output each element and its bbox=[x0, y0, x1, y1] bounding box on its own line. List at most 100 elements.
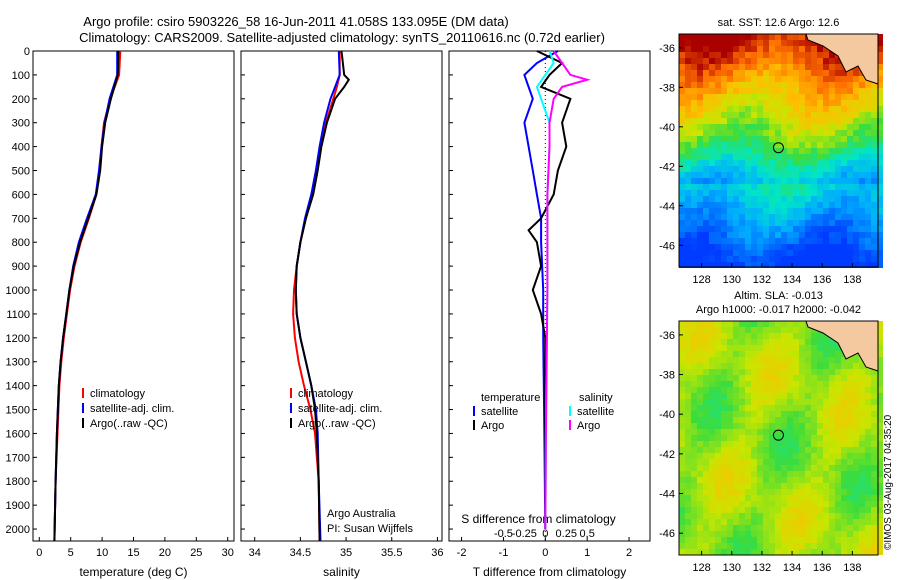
map-cell bbox=[709, 148, 715, 154]
map-cell bbox=[799, 471, 805, 477]
map-cell bbox=[811, 381, 817, 387]
map-cell bbox=[817, 513, 823, 519]
map-cell bbox=[781, 226, 787, 232]
map-cell bbox=[679, 184, 685, 190]
map-cell bbox=[679, 130, 685, 136]
map-cell bbox=[679, 393, 685, 399]
map-cell bbox=[835, 142, 841, 148]
map-cell bbox=[793, 519, 799, 525]
map-cell bbox=[745, 178, 751, 184]
map-cell bbox=[739, 393, 745, 399]
map-cell bbox=[775, 184, 781, 190]
map-cell bbox=[841, 381, 847, 387]
map-cell bbox=[829, 202, 835, 208]
x-tick-label: 130 bbox=[723, 562, 741, 574]
map-cell bbox=[805, 256, 811, 262]
map-cell bbox=[817, 160, 823, 166]
map-cell bbox=[829, 471, 835, 477]
map-cell bbox=[793, 405, 799, 411]
map-cell bbox=[691, 513, 697, 519]
map-cell bbox=[727, 423, 733, 429]
map-cell bbox=[757, 58, 763, 64]
map-cell bbox=[769, 88, 775, 94]
map-cell bbox=[739, 238, 745, 244]
map-cell bbox=[775, 507, 781, 513]
map-cell bbox=[745, 321, 751, 327]
map-cell bbox=[739, 172, 745, 178]
map-cell bbox=[865, 543, 871, 549]
map-cell bbox=[817, 399, 823, 405]
map-cell bbox=[751, 244, 757, 250]
map-cell bbox=[715, 208, 721, 214]
map-cell bbox=[811, 160, 817, 166]
map-cell bbox=[823, 154, 829, 160]
map-cell bbox=[805, 94, 811, 100]
map-cell bbox=[733, 387, 739, 393]
map-cell bbox=[727, 58, 733, 64]
map-cell bbox=[877, 202, 883, 208]
map-cell bbox=[697, 118, 703, 124]
map-cell bbox=[781, 82, 787, 88]
map-cell bbox=[829, 154, 835, 160]
map-cell bbox=[763, 327, 769, 333]
map-cell bbox=[757, 417, 763, 423]
map-cell bbox=[793, 196, 799, 202]
map-cell bbox=[769, 363, 775, 369]
map-cell bbox=[781, 148, 787, 154]
map-cell bbox=[781, 483, 787, 489]
map-cell bbox=[691, 130, 697, 136]
map-cell bbox=[715, 537, 721, 543]
map-cell bbox=[805, 537, 811, 543]
map-cell bbox=[751, 489, 757, 495]
map-cell bbox=[817, 130, 823, 136]
map-cell bbox=[733, 393, 739, 399]
map-cell bbox=[871, 411, 877, 417]
map-cell bbox=[745, 423, 751, 429]
map-cell bbox=[733, 381, 739, 387]
map-cell bbox=[835, 393, 841, 399]
map-cell bbox=[703, 453, 709, 459]
map-cell bbox=[709, 399, 715, 405]
map-cell bbox=[763, 34, 769, 40]
map-cell bbox=[739, 112, 745, 118]
map-cell bbox=[709, 411, 715, 417]
map-cell bbox=[757, 214, 763, 220]
map-cell bbox=[727, 381, 733, 387]
map-cell bbox=[871, 375, 877, 381]
map-cell bbox=[805, 441, 811, 447]
map-cell bbox=[871, 154, 877, 160]
map-cell bbox=[697, 441, 703, 447]
map-cell bbox=[847, 447, 853, 453]
map-cell bbox=[841, 124, 847, 130]
map-cell bbox=[775, 345, 781, 351]
map-cell bbox=[817, 519, 823, 525]
map-cell bbox=[859, 244, 865, 250]
map-cell bbox=[715, 423, 721, 429]
map-cell bbox=[715, 549, 721, 555]
map-cell bbox=[859, 154, 865, 160]
map-cell bbox=[739, 381, 745, 387]
map-cell bbox=[841, 483, 847, 489]
map-cell bbox=[847, 453, 853, 459]
map-cell bbox=[799, 357, 805, 363]
map-cell bbox=[751, 238, 757, 244]
map-cell bbox=[715, 52, 721, 58]
map-cell bbox=[685, 70, 691, 76]
map-cell bbox=[697, 489, 703, 495]
map-cell bbox=[715, 232, 721, 238]
map-cell bbox=[877, 513, 883, 519]
map-cell bbox=[841, 423, 847, 429]
map-cell bbox=[727, 148, 733, 154]
map-cell bbox=[805, 423, 811, 429]
map-cell bbox=[811, 244, 817, 250]
map-cell bbox=[697, 94, 703, 100]
map-cell bbox=[877, 441, 883, 447]
map-cell bbox=[739, 387, 745, 393]
map-cell bbox=[835, 250, 841, 256]
x-tick-label: 25 bbox=[190, 547, 202, 559]
map-cell bbox=[829, 351, 835, 357]
map-cell bbox=[769, 82, 775, 88]
map-cell bbox=[853, 166, 859, 172]
map-cell bbox=[769, 405, 775, 411]
map-cell bbox=[793, 190, 799, 196]
